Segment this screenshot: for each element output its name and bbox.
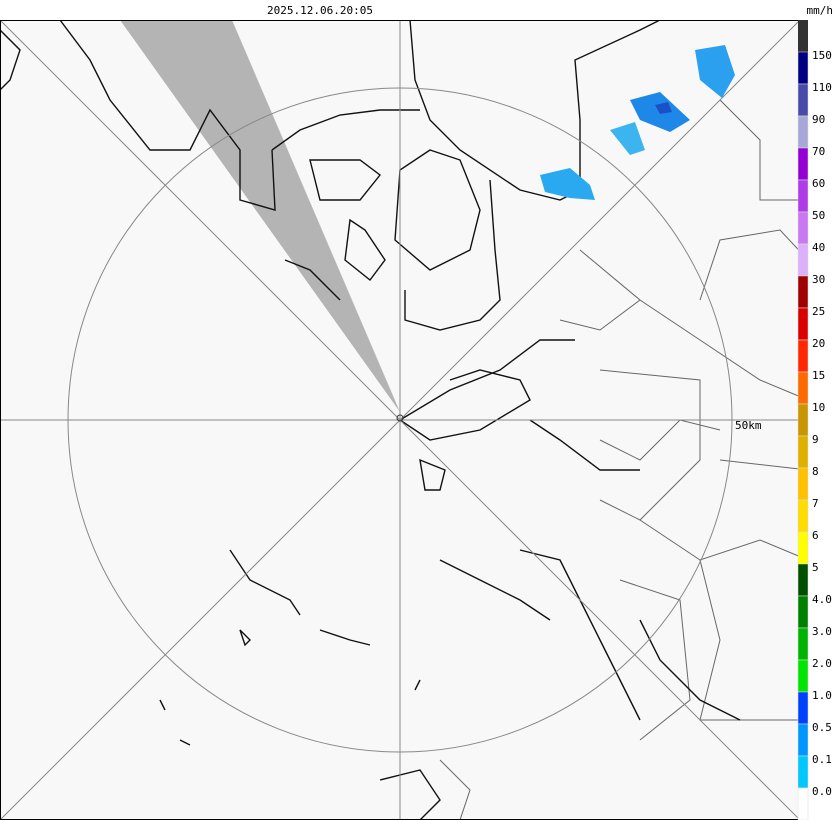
- legend-label: 0.0: [812, 785, 832, 798]
- legend-swatch: [797, 307, 809, 341]
- legend-swatch: [797, 595, 809, 629]
- legend-label: 40: [812, 241, 825, 254]
- legend-swatch: [797, 371, 809, 405]
- legend-swatch: [797, 339, 809, 373]
- map: 50km: [0, 20, 808, 820]
- legend-label: 8: [812, 465, 819, 478]
- range-label: 50km: [735, 419, 762, 432]
- legend-label: 1.0: [812, 689, 832, 702]
- legend-label: 4.0: [812, 593, 832, 606]
- legend-label: 25: [812, 305, 825, 318]
- legend-label: 6: [812, 529, 819, 542]
- legend-swatch: [797, 691, 809, 725]
- legend-label: 150: [812, 49, 832, 62]
- axis-diagonal: [1, 21, 800, 819]
- legend-swatch: [797, 179, 809, 213]
- legend-swatch: [797, 531, 809, 565]
- legend-swatch: [797, 403, 809, 437]
- admin-borders: [439, 99, 807, 819]
- legend-label: 20: [812, 337, 825, 350]
- legend-label: 7: [812, 497, 819, 510]
- legend-label: 3.0: [812, 625, 832, 638]
- legend-label: 2.0: [812, 657, 832, 670]
- legend-label: 90: [812, 113, 825, 126]
- legend-label: 60: [812, 177, 825, 190]
- axis-diagonal: [1, 21, 800, 819]
- legend-swatch: [797, 115, 809, 149]
- legend-label: 5: [812, 561, 819, 574]
- legend-swatch: [797, 51, 809, 85]
- legend-swatch: [797, 467, 809, 501]
- legend-label: 70: [812, 145, 825, 158]
- legend-label: 9: [812, 433, 819, 446]
- unit-label: mm/h: [807, 4, 834, 17]
- radar-site: [396, 414, 404, 422]
- legend-label: 110: [812, 81, 832, 94]
- legend-label: 10: [812, 401, 825, 414]
- legend-swatch: [797, 435, 809, 469]
- legend-label: 50: [812, 209, 825, 222]
- legend-swatch: [797, 499, 809, 533]
- legend-swatch: [797, 243, 809, 277]
- rain-echoes: [540, 45, 735, 200]
- beam-blockage: [120, 21, 400, 412]
- legend-label: 15: [812, 369, 825, 382]
- legend-swatch: [797, 563, 809, 597]
- legend-swatch: [797, 83, 809, 117]
- legend-swatch: [797, 147, 809, 181]
- legend-swatch: [797, 723, 809, 757]
- timestamp: 2025.12.06.20:05: [267, 4, 373, 17]
- legend: 150 110 90 70 60 50 40 30 25 20 15 10 9 8 7 6 5 4.0 3.0 2.0…: [797, 20, 832, 820]
- legend-label: 0.5: [812, 721, 832, 734]
- legend-swatch: [797, 659, 809, 693]
- legend-label: 30: [812, 273, 825, 286]
- legend-label: 0.1: [812, 753, 832, 766]
- legend-swatch: [797, 211, 809, 245]
- range-ring: [67, 87, 733, 753]
- legend-swatch: [797, 275, 809, 309]
- legend-swatch: [797, 627, 809, 661]
- legend-swatch: [798, 20, 808, 52]
- legend-swatch: [797, 787, 809, 820]
- legend-swatch: [797, 755, 809, 789]
